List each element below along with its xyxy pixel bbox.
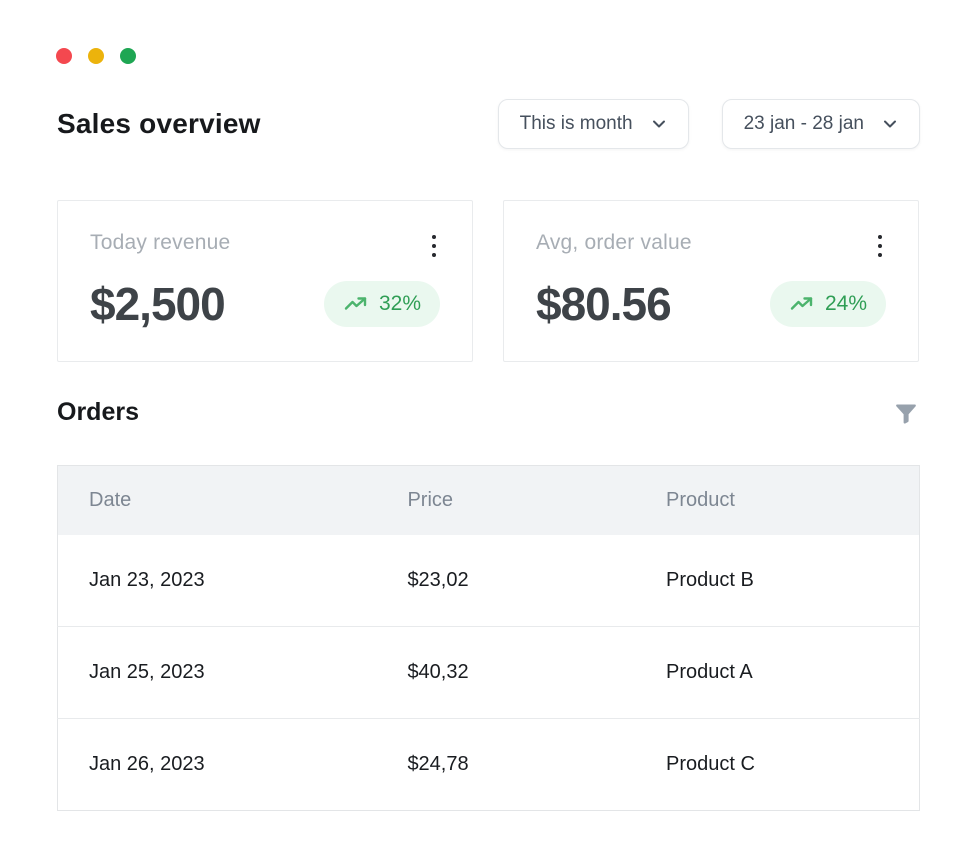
stat-value: $80.56: [536, 278, 672, 330]
order-price: $24,78: [376, 718, 636, 811]
change-percent: 24%: [824, 292, 867, 315]
page-title: Sales overview: [57, 108, 261, 139]
stat-cards: Today revenue $2,500 32% Avg, order valu…: [57, 200, 919, 362]
page-header: Sales overview This is month 23 jan - 28…: [57, 99, 920, 149]
filter-button[interactable]: [892, 399, 920, 427]
column-header-product[interactable]: Product: [635, 465, 920, 535]
stat-value: $2,500: [90, 278, 226, 330]
table-row[interactable]: Jan 25, 2023 $40,32 Product A: [57, 626, 920, 719]
order-price: $23,02: [407, 568, 469, 591]
window-controls: [56, 48, 136, 64]
trending-up-icon: [344, 297, 367, 310]
table-row[interactable]: Jan 23, 2023 $23,02 Product B: [58, 535, 920, 627]
table-header-row: Date Price Product: [57, 465, 920, 535]
orders-title: Orders: [57, 398, 139, 426]
today-revenue-card: Today revenue $2,500 32%: [57, 200, 473, 362]
header-filters: This is month 23 jan - 28 jan: [497, 99, 920, 149]
orders-section-header: Orders: [57, 398, 920, 427]
filter-funnel-icon: [896, 404, 916, 424]
period-dropdown[interactable]: This is month: [497, 99, 689, 149]
table-row[interactable]: Jan 26, 2023 $24,78 Product C: [57, 718, 920, 811]
chevron-down-icon: [652, 120, 665, 128]
column-header-price[interactable]: Price: [376, 465, 636, 535]
order-date: Jan 25, 2023: [57, 626, 377, 719]
stat-label: Today revenue: [90, 231, 231, 254]
order-product: Product B: [666, 568, 754, 591]
close-window-button[interactable]: [56, 48, 72, 64]
change-badge: 32%: [323, 281, 440, 327]
change-percent: 32%: [378, 292, 421, 315]
date-range-dropdown-value: 23 jan - 28 jan: [743, 113, 864, 134]
period-dropdown-value: This is month: [519, 113, 633, 134]
kebab-menu-icon[interactable]: [872, 231, 888, 261]
avg-order-value-card: Avg, order value $80.56 24%: [503, 200, 919, 362]
date-range-dropdown[interactable]: 23 jan - 28 jan: [721, 99, 920, 149]
column-header-date[interactable]: Date: [57, 465, 377, 535]
order-date: Jan 26, 2023: [57, 718, 377, 811]
trending-up-icon: [790, 297, 813, 310]
maximize-window-button[interactable]: [120, 48, 136, 64]
kebab-menu-icon[interactable]: [426, 231, 442, 261]
order-product: Product C: [635, 718, 920, 811]
order-product: Product A: [635, 626, 920, 719]
stat-label: Avg, order value: [536, 231, 692, 254]
order-date: Jan 23, 2023: [89, 568, 205, 591]
order-price: $40,32: [376, 626, 636, 719]
change-badge: 24%: [769, 281, 886, 327]
chevron-down-icon: [884, 120, 896, 128]
minimize-window-button[interactable]: [88, 48, 104, 64]
orders-table: Date Price Product Jan 23, 2023 $23,02 P…: [57, 465, 920, 811]
